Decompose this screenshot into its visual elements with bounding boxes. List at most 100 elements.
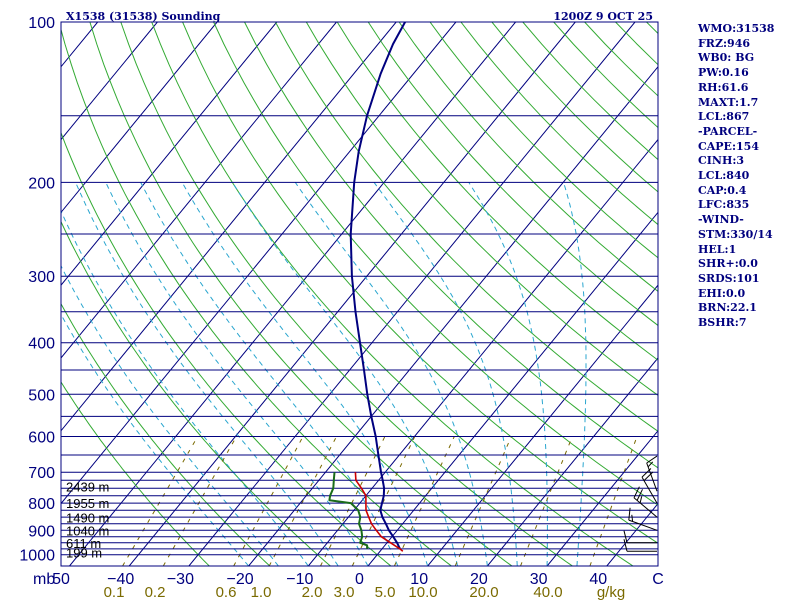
- wind-barb-flag: [639, 496, 643, 504]
- mixing-ratio-line: [589, 436, 638, 566]
- moist-adiabat-line: [75, 182, 339, 566]
- wind-barb: [646, 455, 658, 492]
- isotherm-line: [61, 22, 158, 141]
- isotherm-line: [61, 22, 457, 505]
- temperature-tick-label: −10: [286, 571, 313, 588]
- mixing-ratio-tick-label: 3.0: [334, 584, 355, 600]
- parcel-profile-line: [354, 472, 404, 552]
- height-label: 1040 m: [66, 523, 109, 538]
- sounding-index-item: WB0: BG: [698, 51, 755, 65]
- valid-time: 1200Z 9 OCT 25: [553, 10, 653, 23]
- dry-adiabat-line: [398, 22, 658, 292]
- dry-adiabat-line: [61, 131, 392, 566]
- pressure-tick-label: 100: [28, 15, 55, 32]
- height-label: 611 m: [66, 536, 101, 551]
- sounding-index-item: FRZ:946: [698, 36, 751, 50]
- isotherm-line: [248, 65, 658, 566]
- temperature-tick-label: −40: [107, 571, 134, 588]
- pressure-tick-label: 500: [28, 387, 55, 404]
- sounding-index-item: SHR+:0.0: [698, 257, 758, 271]
- sounding-index-item: -PARCEL-: [698, 124, 758, 138]
- sounding-index-item: LCL:840: [698, 169, 750, 183]
- dry-adiabat-line: [274, 22, 658, 432]
- moist-adiabat-line: [140, 182, 399, 566]
- mixing-ratio-tick-label: 0.6: [216, 584, 237, 600]
- temperature-profile-line: [349, 22, 406, 550]
- dry-adiabat-line: [336, 22, 658, 361]
- mixing-ratio-tick-label: 5.0: [375, 584, 396, 600]
- dry-adiabat-line: [89, 22, 513, 566]
- wind-barb-flag: [633, 486, 640, 499]
- sounding-index-item: CAPE:154: [698, 139, 759, 153]
- mixing-ratio-line: [268, 436, 337, 566]
- mixing-ratio-line: [233, 436, 304, 566]
- mixing-ratio-line: [393, 436, 455, 566]
- dry-adiabat-line: [429, 22, 658, 259]
- wind-barbs: [623, 455, 658, 552]
- wind-barb: [628, 507, 658, 531]
- sounding-index-item: -WIND-: [698, 213, 744, 227]
- mixing-ratio-tick-label: 1.0: [251, 584, 272, 600]
- mixing-ratio-tick-label: 10.0: [408, 584, 437, 600]
- isobar-lines: [61, 21, 658, 567]
- height-label: 199 m: [66, 545, 102, 560]
- dry-adiabat-line: [367, 22, 658, 327]
- temperature-tick-label: 0: [355, 571, 364, 588]
- isotherm-line: [487, 357, 658, 566]
- pressure-unit-label: mb: [33, 571, 55, 588]
- wind-barb: [623, 539, 657, 552]
- isotherm-line: [427, 284, 658, 566]
- moist-adiabat-line: [61, 209, 309, 566]
- mixing-ratio-line: [454, 436, 512, 566]
- sounding-index-item: BSHR:7: [698, 316, 747, 330]
- wind-barb-flag: [646, 455, 658, 464]
- moist-adiabat-line: [61, 313, 249, 566]
- mixing-ratio-tick-label: 0.1: [104, 584, 125, 600]
- sounding-index-item: BRN:22.1: [698, 301, 757, 315]
- thermodynamic-grid: [61, 22, 658, 566]
- temperature-tick-label: 30: [530, 571, 548, 588]
- temperature-tick-label: 50: [52, 571, 70, 588]
- pressure-axis-labels: 100 200 300 400 500 600 700 800 900 1000 mb: [19, 15, 55, 588]
- moist-adiabat-line: [105, 182, 369, 566]
- sounding-index-item: CAP:0.4: [698, 183, 747, 197]
- wind-barb-staff: [641, 476, 658, 504]
- mixing-ratio-labels: 0.1 0.2 0.6 1.0 2.0 3.0 5.0 10.0 20.0 40.0 g/kg: [104, 584, 626, 600]
- sounding-profiles: [328, 22, 406, 552]
- wind-barb-flag: [623, 530, 628, 543]
- mixing-ratio-tick-label: 0.2: [145, 584, 166, 600]
- dry-adiabat-line: [61, 27, 452, 566]
- dry-adiabat-line: [305, 22, 658, 396]
- dry-adiabat-line: [182, 22, 658, 544]
- height-label: 1955 m: [66, 496, 109, 511]
- isotherm-line: [367, 211, 658, 566]
- mixing-ratio-line: [520, 436, 573, 566]
- wind-barb-flag: [636, 489, 643, 501]
- isotherm-line: [546, 429, 658, 566]
- moist-adiabat-line: [61, 264, 279, 566]
- sounding-index-item: CINH:3: [698, 154, 745, 168]
- pressure-tick-label: 900: [28, 523, 55, 540]
- sounding-index-item: PW:0.16: [698, 66, 749, 80]
- moist-adiabat-line: [468, 182, 548, 566]
- mixing-ratio-line: [162, 436, 237, 566]
- moist-adiabat-line: [181, 182, 429, 566]
- sounding-index-item: WMO:31538: [698, 22, 775, 35]
- mixing-ratio-tick-label: 40.0: [533, 584, 562, 600]
- pressure-tick-label: 300: [28, 269, 55, 286]
- temperature-tick-label: 40: [589, 571, 607, 588]
- sounding-index-item: MAXT:1.7: [698, 95, 759, 109]
- isotherm-line: [61, 22, 218, 214]
- mixing-ratio-line: [320, 436, 386, 566]
- isotherm-line: [69, 22, 516, 566]
- pressure-tick-label: 200: [28, 175, 55, 192]
- mixing-ratio-unit-label: g/kg: [597, 584, 625, 600]
- sounding-indices-panel: WMO:31538 FRZ:946 WB0: BG PW:0.16 RH:61.6 MAX…: [698, 22, 774, 331]
- moist-adiabat-line: [373, 182, 518, 566]
- moist-adiabat-line: [563, 182, 587, 566]
- wind-barb: [633, 486, 658, 518]
- wind-barb-flag: [643, 471, 654, 481]
- height-label: 2439 m: [66, 480, 109, 495]
